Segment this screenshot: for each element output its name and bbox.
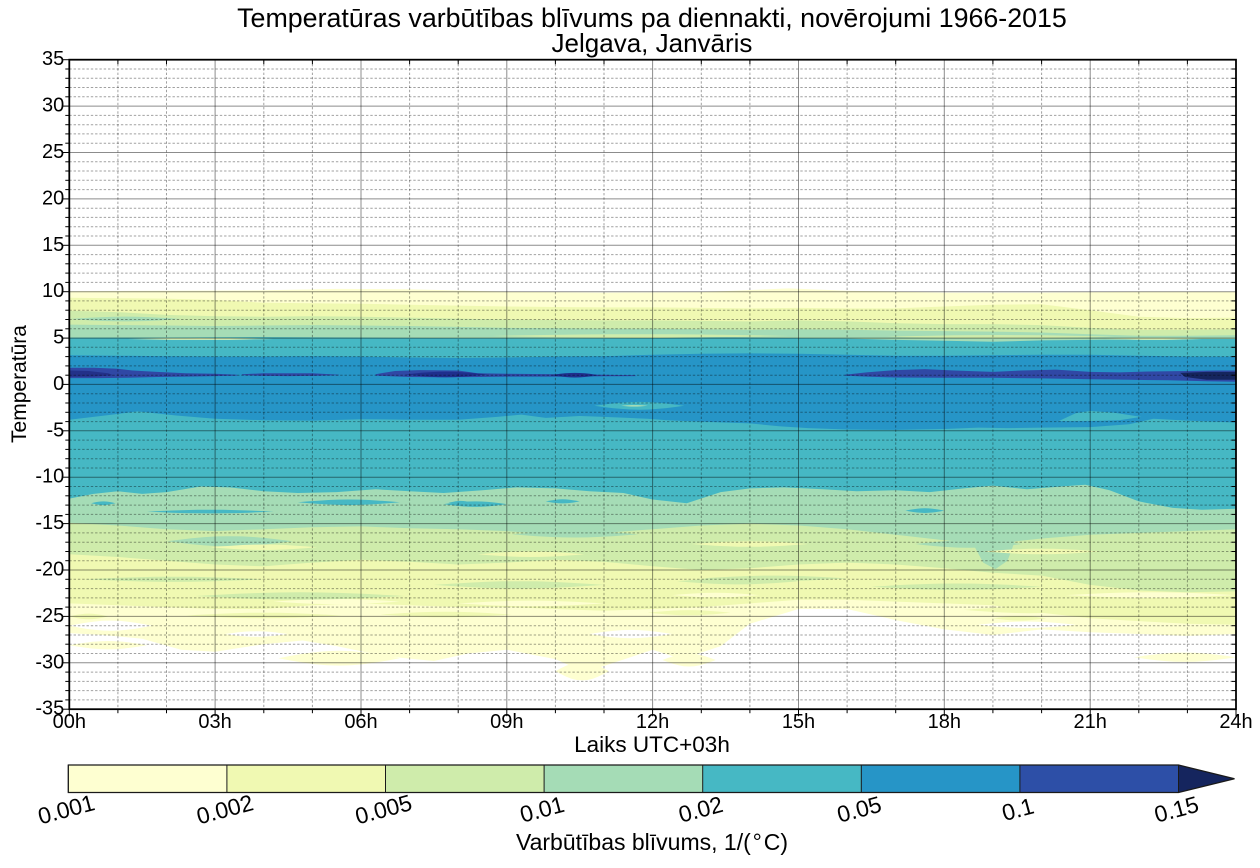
svg-text:21h: 21h xyxy=(1074,711,1107,733)
svg-text:-25: -25 xyxy=(35,605,64,627)
svg-text:15h: 15h xyxy=(782,711,815,733)
svg-text:Temperatūras varbūtības blīvum: Temperatūras varbūtības blīvums pa dienn… xyxy=(237,3,1067,33)
svg-text:Laiks UTC+03h: Laiks UTC+03h xyxy=(574,732,730,757)
svg-text:-20: -20 xyxy=(35,559,64,581)
svg-text:00h: 00h xyxy=(53,711,86,733)
svg-text:09h: 09h xyxy=(490,711,523,733)
svg-text:20: 20 xyxy=(42,187,64,209)
svg-text:10: 10 xyxy=(42,280,64,302)
svg-text:15: 15 xyxy=(42,234,64,256)
svg-text:Jelgava, Janvāris: Jelgava, Janvāris xyxy=(552,28,753,58)
svg-text:Varbūtības blīvums, 1/( ° C): Varbūtības blīvums, 1/( ° C) xyxy=(516,829,788,855)
svg-text:06h: 06h xyxy=(344,711,377,733)
svg-text:25: 25 xyxy=(42,141,64,163)
svg-text:24h: 24h xyxy=(1219,711,1252,733)
svg-text:5: 5 xyxy=(53,327,64,349)
svg-text:30: 30 xyxy=(42,95,64,117)
svg-text:Temperatūra: Temperatūra xyxy=(8,325,31,443)
svg-text:-10: -10 xyxy=(35,466,64,488)
svg-text:-15: -15 xyxy=(35,512,64,534)
svg-text:-30: -30 xyxy=(35,651,64,673)
svg-text:03h: 03h xyxy=(198,711,231,733)
svg-text:35: 35 xyxy=(42,48,64,70)
svg-text:18h: 18h xyxy=(928,711,961,733)
svg-text:-35: -35 xyxy=(35,698,64,720)
svg-text:-5: -5 xyxy=(47,419,65,441)
svg-text:0: 0 xyxy=(53,373,64,395)
svg-text:12h: 12h xyxy=(636,711,669,733)
